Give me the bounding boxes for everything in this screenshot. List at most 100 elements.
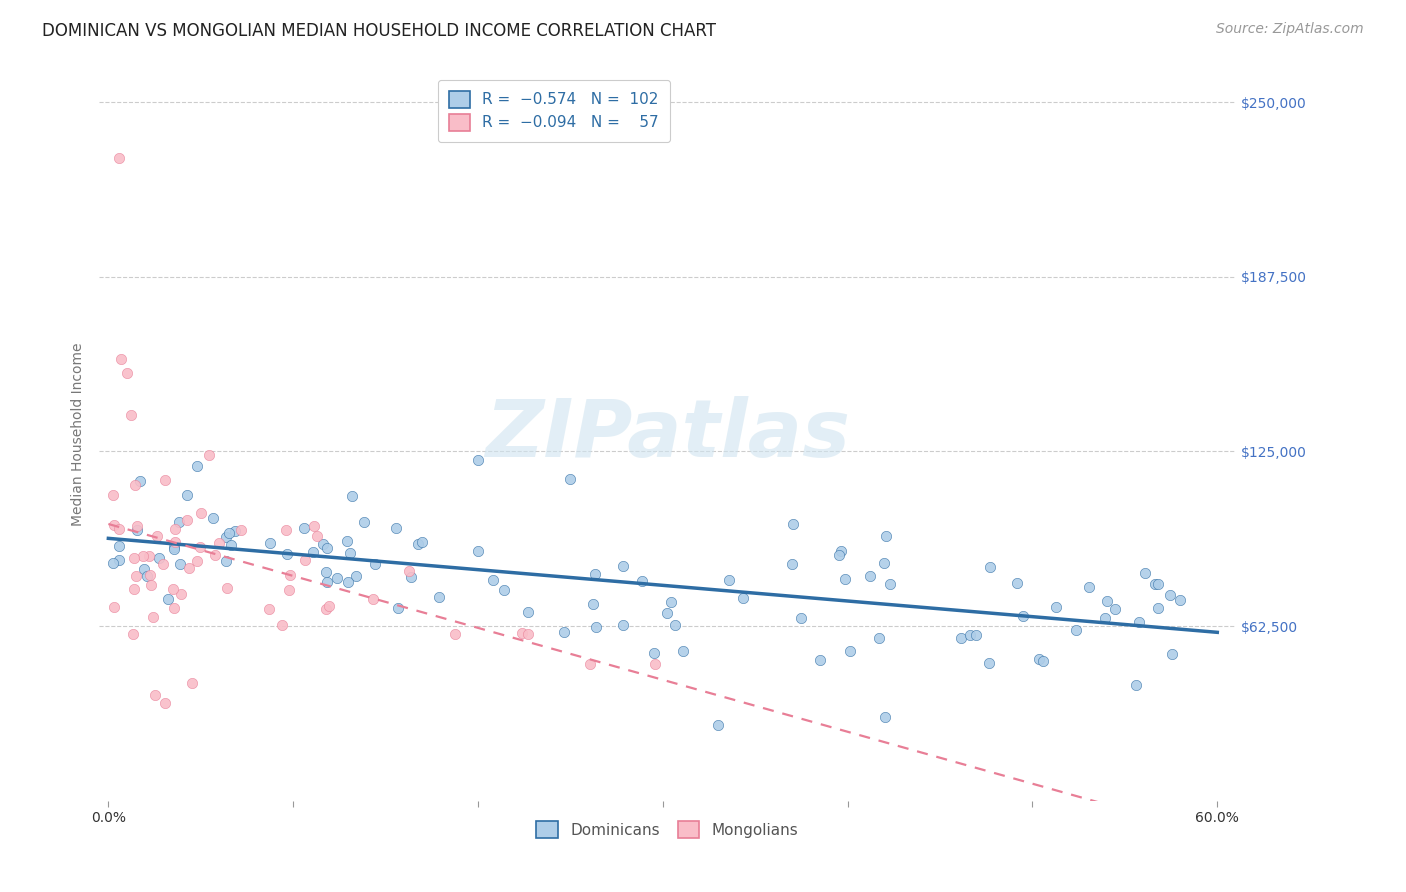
Point: [163, 534, 186, 549]
Point: [107, 522, 129, 536]
Point: [277, 582, 299, 597]
Point: [271, 618, 294, 632]
Point: [780, 558, 803, 572]
Point: [188, 540, 211, 554]
Point: [229, 523, 252, 537]
Point: [215, 554, 238, 568]
Point: [1160, 648, 1182, 662]
Point: [353, 515, 375, 529]
Point: [125, 518, 148, 533]
Point: [553, 624, 575, 639]
Point: [292, 521, 315, 535]
Point: [427, 590, 450, 604]
Point: [657, 606, 679, 620]
Point: [959, 628, 981, 642]
Point: [315, 602, 337, 616]
Point: [492, 583, 515, 598]
Point: [560, 472, 582, 486]
Point: [176, 488, 198, 502]
Point: [115, 366, 138, 380]
Point: [315, 565, 337, 579]
Point: [127, 523, 149, 537]
Point: [1143, 576, 1166, 591]
Point: [1045, 600, 1067, 615]
Point: [718, 573, 741, 587]
Point: [875, 529, 897, 543]
Point: [1104, 601, 1126, 615]
Point: [201, 510, 224, 524]
Point: [406, 537, 429, 551]
Point: [612, 559, 634, 574]
Point: [204, 548, 226, 562]
Point: [810, 653, 832, 667]
Point: [790, 611, 813, 625]
Point: [1168, 593, 1191, 607]
Point: [481, 574, 503, 588]
Point: [510, 625, 533, 640]
Point: [949, 632, 972, 646]
Point: [384, 521, 406, 535]
Point: [274, 523, 297, 537]
Point: [1028, 651, 1050, 665]
Point: [302, 519, 325, 533]
Point: [167, 516, 190, 530]
Point: [121, 627, 143, 641]
Point: [128, 475, 150, 489]
Point: [103, 556, 125, 570]
Point: [517, 605, 540, 619]
Point: [145, 529, 167, 543]
Point: [259, 535, 281, 549]
Point: [110, 352, 132, 367]
Point: [1095, 594, 1118, 608]
Point: [148, 551, 170, 566]
Point: [873, 710, 896, 724]
Point: [163, 601, 186, 615]
Point: [305, 529, 328, 543]
Point: [411, 534, 433, 549]
Point: [139, 567, 162, 582]
Point: [467, 544, 489, 558]
Point: [585, 620, 607, 634]
Point: [965, 628, 987, 642]
Point: [169, 557, 191, 571]
Point: [834, 572, 856, 586]
Point: [163, 541, 186, 556]
Point: [707, 718, 730, 732]
Point: [879, 577, 901, 591]
Point: [326, 571, 349, 585]
Point: [659, 595, 682, 609]
Point: [344, 568, 367, 582]
Point: [339, 546, 361, 560]
Point: [827, 548, 849, 562]
Point: [335, 534, 357, 549]
Point: [731, 591, 754, 606]
Point: [276, 547, 298, 561]
Point: [122, 582, 145, 596]
Point: [316, 574, 339, 589]
Point: [830, 544, 852, 558]
Point: [217, 582, 239, 596]
Point: [364, 558, 387, 572]
Point: [162, 582, 184, 597]
Y-axis label: Median Household Income: Median Household Income: [72, 343, 86, 526]
Point: [1146, 600, 1168, 615]
Point: [101, 488, 124, 502]
Point: [644, 657, 666, 671]
Point: [315, 541, 337, 555]
Point: [311, 537, 333, 551]
Point: [643, 647, 665, 661]
Text: Source: ZipAtlas.com: Source: ZipAtlas.com: [1216, 22, 1364, 37]
Point: [1147, 576, 1170, 591]
Point: [399, 570, 422, 584]
Point: [318, 599, 340, 614]
Point: [108, 151, 131, 165]
Point: [672, 644, 695, 658]
Text: DOMINICAN VS MONGOLIAN MEDIAN HOUSEHOLD INCOME CORRELATION CHART: DOMINICAN VS MONGOLIAN MEDIAN HOUSEHOLD …: [42, 22, 716, 40]
Point: [153, 696, 176, 710]
Point: [132, 549, 155, 563]
Point: [136, 569, 159, 583]
Point: [124, 478, 146, 492]
Point: [579, 657, 602, 672]
Point: [177, 561, 200, 575]
Point: [869, 631, 891, 645]
